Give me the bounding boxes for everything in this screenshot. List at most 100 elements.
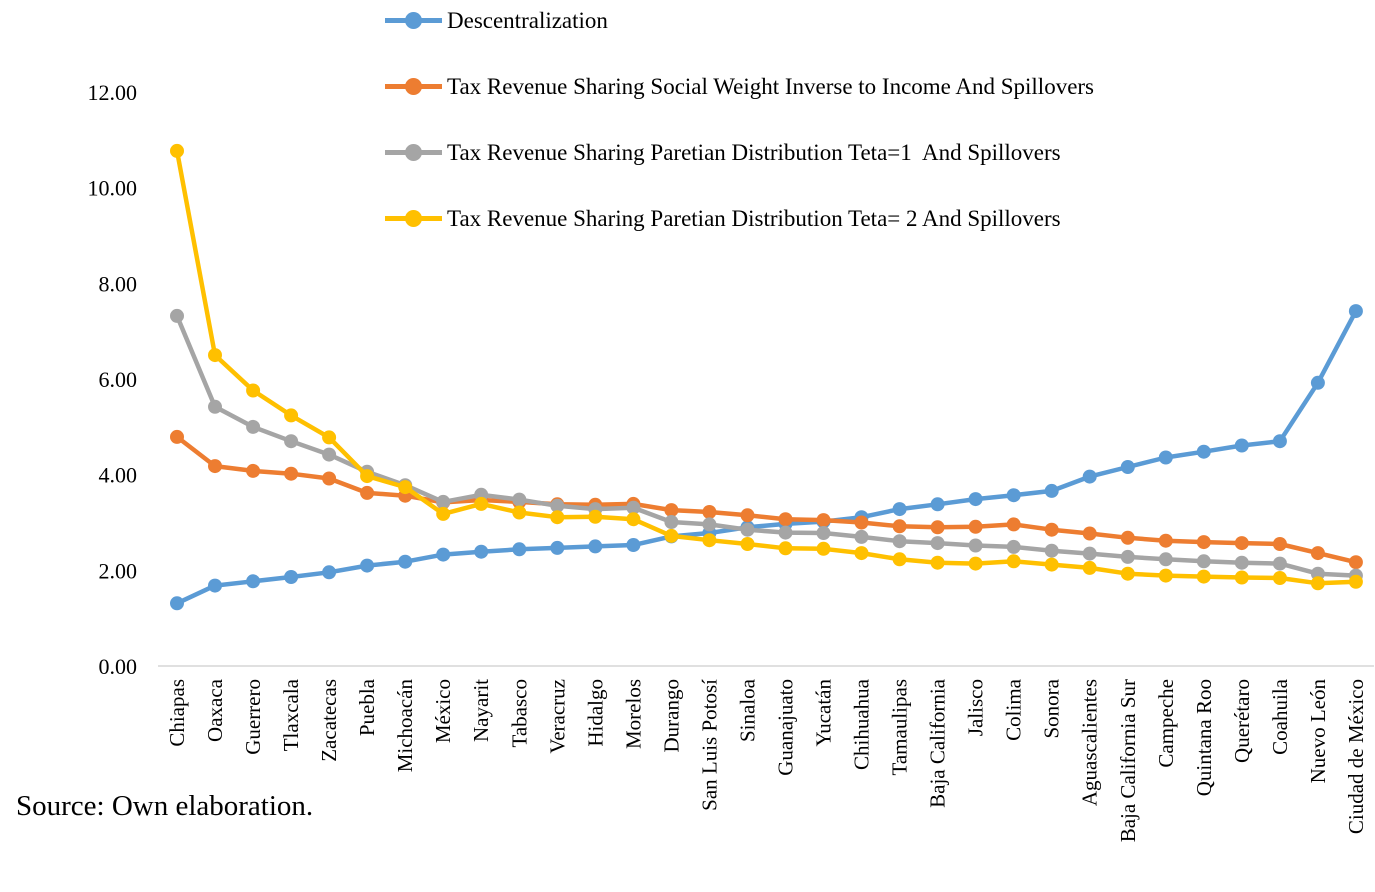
data-point-paretian-teta-2 (968, 556, 983, 571)
x-axis-category-label: Michoacán (393, 679, 417, 773)
legend-item-social-weight-inverse: Tax Revenue Sharing Social Weight Invers… (385, 71, 1094, 101)
x-axis-category-label: Colima (1002, 678, 1026, 741)
data-point-paretian-teta-2 (1120, 566, 1135, 581)
data-point-social-weight-inverse (1082, 526, 1097, 541)
data-point-social-weight-inverse (968, 519, 983, 534)
data-point-paretian-teta-1 (1158, 552, 1173, 567)
data-point-social-weight-inverse (930, 520, 945, 535)
x-axis-category-label: Morelos (621, 679, 645, 749)
data-point-descentralization (170, 596, 184, 611)
data-point-paretian-teta-1 (1044, 543, 1059, 558)
data-point-paretian-teta-2 (702, 533, 717, 548)
data-point-paretian-teta-1 (436, 494, 451, 509)
legend-label: Descentralization (447, 7, 608, 33)
data-point-social-weight-inverse (664, 503, 679, 518)
data-point-social-weight-inverse (1044, 522, 1059, 537)
data-point-descentralization (246, 574, 261, 589)
x-axis-category-label: Coahuila (1268, 678, 1292, 754)
data-point-paretian-teta-1 (740, 522, 755, 537)
x-axis-category-label: Guanajuato (773, 679, 797, 776)
data-point-descentralization (1234, 438, 1249, 453)
data-point-descentralization (930, 497, 945, 512)
data-point-paretian-teta-2 (1082, 560, 1097, 575)
x-axis-category-label: Ciudad de México (1344, 679, 1368, 834)
x-axis-category-label: Jalisco (964, 679, 988, 736)
data-point-paretian-teta-1 (1082, 546, 1097, 561)
data-point-social-weight-inverse (1348, 555, 1363, 570)
data-point-paretian-teta-1 (208, 399, 222, 414)
x-axis-category-label: San Luis Potosí (697, 679, 721, 811)
x-axis-category-label: Sinaloa (735, 678, 759, 742)
data-point-paretian-teta-2 (588, 509, 603, 524)
data-point-paretian-teta-2 (284, 408, 299, 423)
x-axis-category-label: Yucatán (812, 679, 836, 747)
series-paretian-teta-2 (170, 143, 1363, 591)
y-axis-tick-label: 12.00 (88, 80, 138, 105)
data-point-paretian-teta-2 (1310, 576, 1325, 591)
data-point-social-weight-inverse (1310, 546, 1325, 561)
y-axis-tick-label: 0.00 (99, 654, 138, 679)
data-point-paretian-teta-2 (398, 480, 413, 495)
data-point-paretian-teta-1 (246, 419, 261, 434)
legend-marker-icon (385, 11, 442, 29)
data-point-paretian-teta-2 (436, 506, 451, 521)
x-axis-category-label: Nuevo León (1306, 679, 1330, 784)
x-axis-category-label: Durango (659, 679, 683, 752)
data-point-descentralization (1158, 450, 1173, 465)
x-axis-category-label: Baja California Sur (1116, 679, 1140, 842)
data-point-paretian-teta-1 (1196, 554, 1211, 569)
legend-marker-icon (385, 77, 442, 95)
legend-label: Tax Revenue Sharing Paretian Distributio… (447, 205, 1061, 231)
y-axis-tick-label: 6.00 (99, 367, 138, 392)
data-point-paretian-teta-1 (170, 308, 184, 323)
data-point-paretian-teta-1 (322, 447, 337, 462)
data-point-descentralization (892, 502, 907, 517)
x-axis-category-label: Campeche (1154, 679, 1178, 768)
data-point-paretian-teta-1 (550, 498, 565, 513)
data-point-paretian-teta-2 (664, 528, 679, 543)
data-point-paretian-teta-1 (892, 534, 907, 549)
data-point-descentralization (626, 538, 641, 552)
data-point-descentralization (1196, 444, 1211, 459)
legend-label: Tax Revenue Sharing Social Weight Invers… (447, 73, 1095, 99)
legend-label: Tax Revenue Sharing Paretian Distributio… (447, 139, 1061, 165)
data-point-paretian-teta-2 (1044, 557, 1059, 572)
x-axis-category-label: Veracruz (545, 679, 569, 754)
data-point-descentralization (436, 547, 451, 562)
data-point-paretian-teta-2 (1196, 569, 1211, 584)
x-axis-category-label: Chihuahua (850, 678, 874, 770)
legend-marker-icon (385, 209, 442, 227)
x-axis-category-label: Aguascalientes (1078, 679, 1102, 806)
data-point-paretian-teta-1 (1272, 556, 1287, 571)
data-point-social-weight-inverse (702, 505, 717, 519)
x-axis-category-label: Tabasco (507, 679, 531, 748)
data-point-paretian-teta-2 (854, 546, 869, 561)
data-point-social-weight-inverse (208, 459, 222, 474)
data-point-social-weight-inverse (322, 471, 337, 486)
data-point-descentralization (968, 492, 983, 507)
data-point-social-weight-inverse (740, 508, 755, 523)
data-point-paretian-teta-2 (816, 541, 831, 556)
data-point-paretian-teta-2 (360, 469, 375, 484)
x-axis-category-label: Hidalgo (583, 679, 607, 747)
x-axis-category-label: Tamaulipas (888, 679, 912, 776)
data-point-paretian-teta-1 (854, 529, 869, 544)
data-point-paretian-teta-1 (1310, 566, 1325, 581)
data-point-paretian-teta-1 (702, 517, 717, 532)
data-point-paretian-teta-2 (740, 537, 755, 551)
data-point-paretian-teta-1 (664, 515, 679, 529)
data-point-paretian-teta-2 (1158, 568, 1173, 583)
x-axis-category-label: Chiapas (165, 679, 189, 747)
data-point-descentralization (360, 558, 375, 573)
data-point-social-weight-inverse (854, 515, 869, 530)
y-axis-tick-label: 10.00 (88, 176, 138, 201)
data-point-descentralization (1044, 483, 1059, 498)
data-point-descentralization (1310, 375, 1325, 390)
data-point-descentralization (208, 578, 222, 593)
data-point-descentralization (1082, 469, 1097, 484)
x-axis-category-label: Baja California (926, 678, 950, 808)
data-point-descentralization (1348, 304, 1363, 319)
legend-item-paretian-teta-1: Tax Revenue Sharing Paretian Distributio… (385, 137, 1061, 167)
x-axis-category-label: Guerrero (241, 679, 265, 755)
